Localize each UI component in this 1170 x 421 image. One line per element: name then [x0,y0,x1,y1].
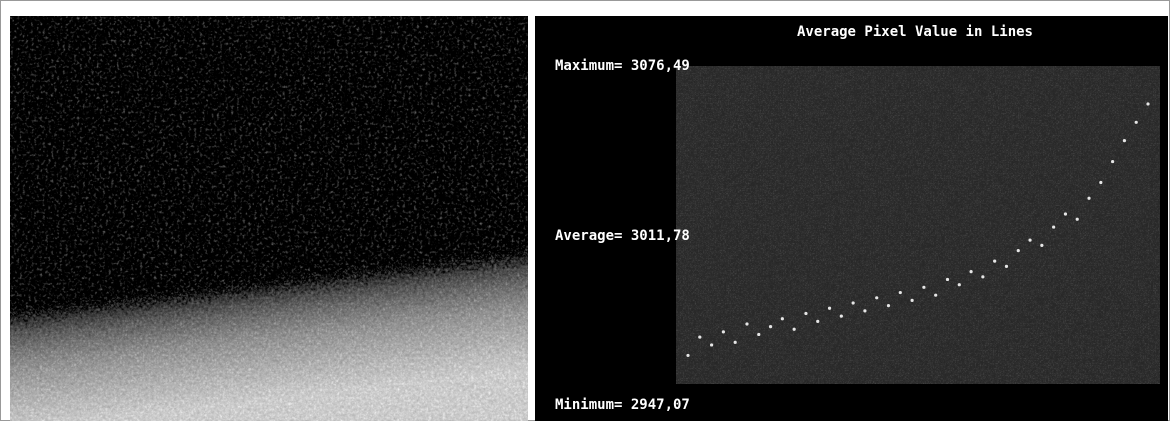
point [875,296,879,300]
point [1004,264,1009,268]
point [898,290,902,295]
point [969,269,973,274]
point [1075,217,1079,221]
point [1052,225,1056,229]
max-label: Maximum= 3076,49 [555,58,690,74]
point [768,325,773,329]
point [686,353,690,358]
point [733,340,737,344]
point [745,322,749,326]
point [945,277,950,282]
point [934,293,938,297]
point [922,285,926,289]
point [792,327,796,331]
chart-title: Average Pixel Value in Lines [797,24,1033,40]
image-view [10,16,528,421]
point [698,335,702,339]
point [1016,249,1020,253]
point [981,275,985,279]
point [804,311,808,316]
point [910,298,914,303]
point [839,314,843,318]
point [1122,139,1127,143]
point [863,309,867,313]
avg-label: Average= 3011,78 [555,228,690,244]
point [816,319,820,323]
point [1134,120,1138,124]
point [827,306,832,310]
point [851,301,855,305]
point [757,332,761,337]
point [709,343,714,347]
point [886,304,891,308]
point [780,317,784,321]
min-label: Minimum= 2947,07 [555,397,690,413]
point [1146,102,1150,106]
point [993,259,997,263]
point [1028,238,1032,242]
point [721,330,725,334]
point [957,283,961,287]
plot-texture [676,66,1160,384]
point [1111,159,1115,164]
point [1099,180,1103,185]
point [1087,196,1091,200]
point [1063,212,1068,216]
point [1040,243,1044,248]
